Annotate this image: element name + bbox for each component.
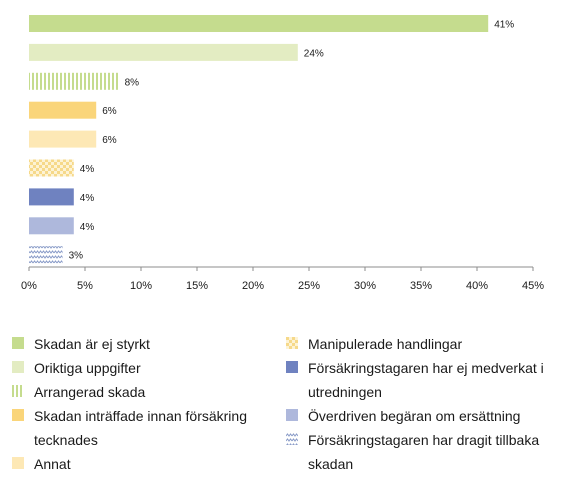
legend-item: Försäkringstagaren har ej medverkat i ut… [286,356,561,404]
bar [29,130,97,148]
bar [29,101,97,119]
data-label: 6% [102,106,117,117]
legend-swatch [12,409,24,421]
bar-chart: 41% 24% 8% 6% 6% 4% 4% 4% 3% 0% 5% 10% 15% 20% 25% 30%… [21,15,544,292]
data-label: 4% [80,164,95,175]
legend-left: Skadan är ej styrkt Oriktiga uppgifter Arr… [12,332,262,476]
bar [29,15,489,32]
x-tick-label: 25% [298,280,320,292]
legend-swatch [12,385,24,397]
legend-swatch [286,361,298,373]
x-tick-label: 40% [466,280,488,292]
legend-label: Arrangerad skada [34,384,146,400]
legend-swatch [286,433,298,445]
legend-label: Skadan inträffade innan försäkring teckn… [34,408,247,448]
data-label: 41% [494,20,514,31]
bar [29,246,63,264]
legend-label: Oriktiga uppgifter [34,360,141,376]
data-label: 4% [80,222,95,233]
legend-label: Manipulerade handlingar [308,336,463,352]
legend-item: Skadan inträffade innan försäkring teckn… [12,404,262,452]
legend-label: Försäkringstagaren har ej medverkat i ut… [308,360,544,400]
bar [29,217,74,235]
legend-item: Skadan är ej styrkt [12,332,262,356]
x-tick-label: 30% [354,280,376,292]
data-label: 4% [80,193,95,204]
data-label: 3% [69,251,84,262]
legend-swatch [286,337,298,349]
data-label: 24% [304,48,324,59]
legend-item: Försäkringstagaren har dragit tillbaka s… [286,428,561,476]
data-label: 6% [102,135,117,146]
x-tick-label: 10% [130,280,152,292]
legend-label: Försäkringstagaren har dragit tillbaka s… [308,432,540,472]
legend-swatch [12,457,24,469]
x-tick-label: 35% [410,280,432,292]
bar [29,188,74,206]
legend-right: Manipulerade handlingar Försäkringstagare… [286,332,561,476]
legend-item: Arrangerad skada [12,380,262,404]
legend-item: Annat [12,452,262,476]
legend-item: Överdriven begäran om ersättning [286,404,561,428]
bar [29,43,298,61]
x-tick-label: 45% [522,280,544,292]
legend-label: Annat [34,456,71,472]
x-tick-label: 5% [77,280,93,292]
legend-item: Oriktiga uppgifter [12,356,262,380]
x-tick-label: 0% [21,280,37,292]
x-tick-label: 20% [242,280,264,292]
legend-label: Skadan är ej styrkt [34,336,150,352]
bar [29,159,74,177]
legend-swatch [286,409,298,421]
data-label: 8% [125,77,140,88]
legend-label: Överdriven begäran om ersättning [308,408,521,424]
legend-swatch [12,337,24,349]
bar [29,72,119,90]
legend-swatch [12,361,24,373]
legend-item: Manipulerade handlingar [286,332,561,356]
x-tick-label: 15% [186,280,208,292]
